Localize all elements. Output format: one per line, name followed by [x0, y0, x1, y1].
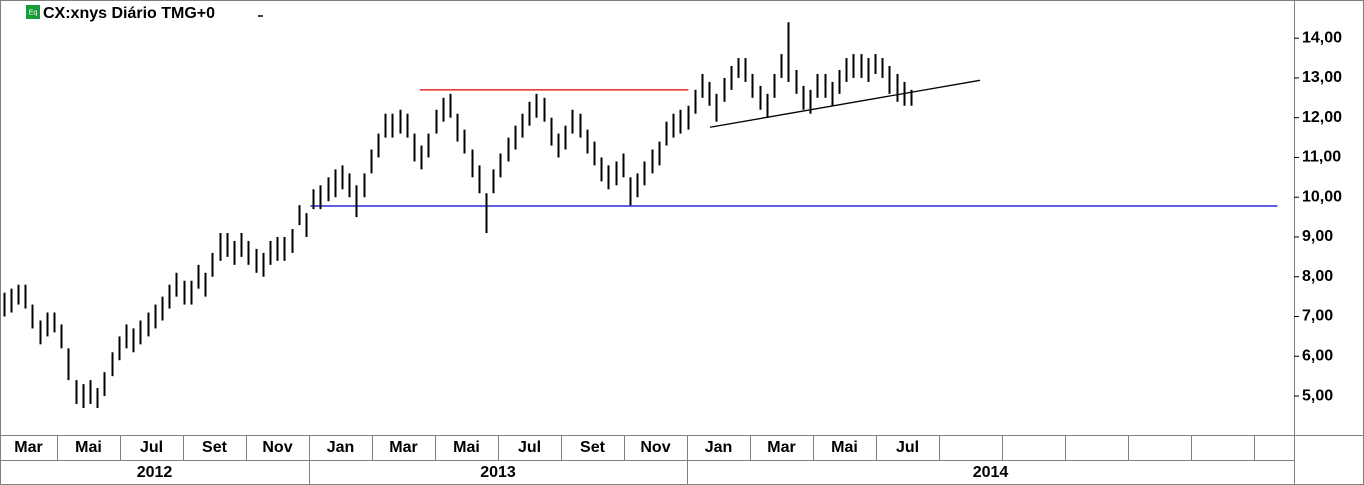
- x-tick-label: Jul: [896, 439, 919, 456]
- x-tick-label: Jul: [518, 439, 541, 456]
- x-tick-label: Set: [580, 439, 606, 456]
- x-tick-label: Mai: [453, 439, 480, 456]
- x-tick-label: Mar: [389, 439, 417, 456]
- year-label: 2014: [973, 464, 1009, 481]
- chart-title[interactable]: CX:xnys Diário TMG+0: [43, 5, 215, 22]
- badge-icon: [26, 5, 40, 19]
- x-tick-label: Mai: [75, 439, 102, 456]
- badge: Eq: [29, 9, 38, 16]
- x-tick-label: Jan: [705, 439, 733, 456]
- x-tick-label: Jan: [327, 439, 355, 456]
- y-tick-label: 7,00: [1302, 308, 1333, 325]
- y-tick-label: 5,00: [1302, 387, 1333, 404]
- x-tick-label: Mar: [767, 439, 795, 456]
- x-tick-label: Jul: [140, 439, 163, 456]
- year-label: 2013: [480, 464, 516, 481]
- y-tick-label: 8,00: [1302, 268, 1333, 285]
- x-tick-label: Nov: [262, 439, 292, 456]
- x-tick-label: Set: [202, 439, 228, 456]
- y-tick-label: 14,00: [1302, 29, 1342, 46]
- y-tick-label: 13,00: [1302, 69, 1342, 86]
- x-tick-label: Mai: [831, 439, 858, 456]
- y-tick-label: 11,00: [1302, 149, 1341, 166]
- drawn-line: [709, 79, 981, 128]
- y-tick-label: 9,00: [1302, 228, 1333, 245]
- y-tick-label: 12,00: [1302, 109, 1342, 126]
- year-label: 2012: [137, 464, 173, 481]
- y-tick-label: 6,00: [1302, 347, 1333, 364]
- x-tick-label: Nov: [640, 439, 670, 456]
- x-tick-label: Mar: [14, 439, 42, 456]
- y-tick-label: 10,00: [1302, 188, 1342, 205]
